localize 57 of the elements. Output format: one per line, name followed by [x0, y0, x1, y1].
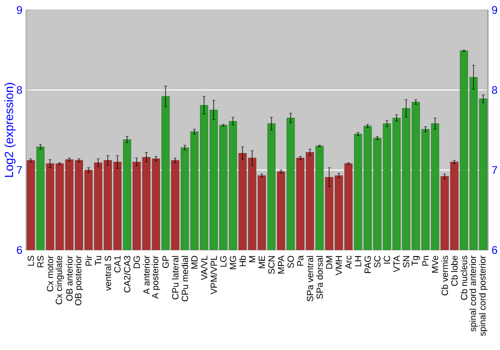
x-tick-label: LG	[220, 256, 226, 267]
y-tick-label: 6	[16, 246, 22, 254]
x-tick-label: A posterior	[152, 256, 160, 299]
x-tick-label: CPu medial	[182, 256, 188, 302]
x-tick-label: PAG	[364, 256, 371, 273]
y-tick-label: 8	[16, 86, 22, 94]
x-tick-label: Cb nucleus	[460, 256, 468, 300]
x-tick-label: spinal cord posterior	[479, 256, 488, 336]
x-tick-label: SO	[288, 256, 294, 268]
x-tick-label: LS	[28, 256, 34, 266]
x-tick-label: RS	[37, 256, 44, 268]
x-tick-label: VPM/VPL	[210, 256, 217, 294]
x-tick-label: SCN	[268, 256, 275, 274]
x-tick-label: Hb	[239, 256, 246, 266]
x-tick-label: DG	[134, 256, 140, 268]
x-tick-label: MPA	[278, 255, 284, 274]
x-tick-label: Cb vermis	[441, 256, 448, 296]
x-tick-label: ME	[258, 256, 265, 268]
x-tick-label: Pn	[422, 256, 429, 266]
y2-tick-label: 9	[492, 6, 498, 14]
x-tick-label: LH	[354, 256, 362, 266]
x-tick-label: Cx cingulate	[56, 256, 64, 304]
x-tick-label: SPa dorsal	[316, 256, 323, 299]
x-tick-label: Pa	[297, 255, 304, 266]
x-tick-label: IC	[384, 256, 390, 264]
y2-tick-label: 8	[492, 86, 498, 94]
x-tick-label: A anterior	[143, 256, 150, 294]
x-tick-label: Arc	[345, 256, 352, 269]
x-tick-label: VMH	[336, 256, 342, 276]
x-tick-label: Cb lobe	[451, 256, 458, 286]
x-tick-label: MD	[191, 256, 198, 269]
x-tick-label: Tg	[412, 256, 420, 266]
x-tick-label: CA1	[114, 256, 121, 272]
x-tick-label: SPa ventral	[306, 256, 314, 302]
x-tick-label: OB posterior	[74, 256, 84, 306]
x-tick-label: MG	[230, 256, 236, 270]
x-tick-label: Cx motor	[46, 256, 54, 292]
x-tick-label: spinal cord anterior	[469, 256, 478, 332]
x-tick-label: Pir	[85, 256, 92, 266]
x-tick-label: VTA	[393, 255, 400, 272]
x-tick-label: ventral S	[104, 256, 112, 291]
y-axis-title: Log2 (expression)	[4, 82, 16, 177]
y2-tick-label: 7	[492, 166, 498, 174]
y-tick-label: 7	[16, 166, 22, 174]
y-tick-label: 9	[16, 6, 22, 14]
x-tick-label: Tu	[95, 256, 102, 266]
x-tick-label: M	[249, 256, 256, 262]
y2-tick-label: 6	[492, 246, 498, 254]
x-tick-label: VA/VL	[200, 256, 208, 280]
x-tick-label: CA2/CA3	[124, 256, 130, 292]
x-tick-label: SN	[403, 256, 410, 268]
x-tick-label: SC	[374, 256, 380, 268]
x-tick-label: OB anterior	[66, 256, 73, 301]
x-tick-label: DM	[326, 256, 332, 269]
x-tick-label: GP	[162, 256, 169, 268]
x-tick-label: MVe	[432, 256, 438, 273]
x-tick-label: CPu lateral	[172, 256, 178, 300]
